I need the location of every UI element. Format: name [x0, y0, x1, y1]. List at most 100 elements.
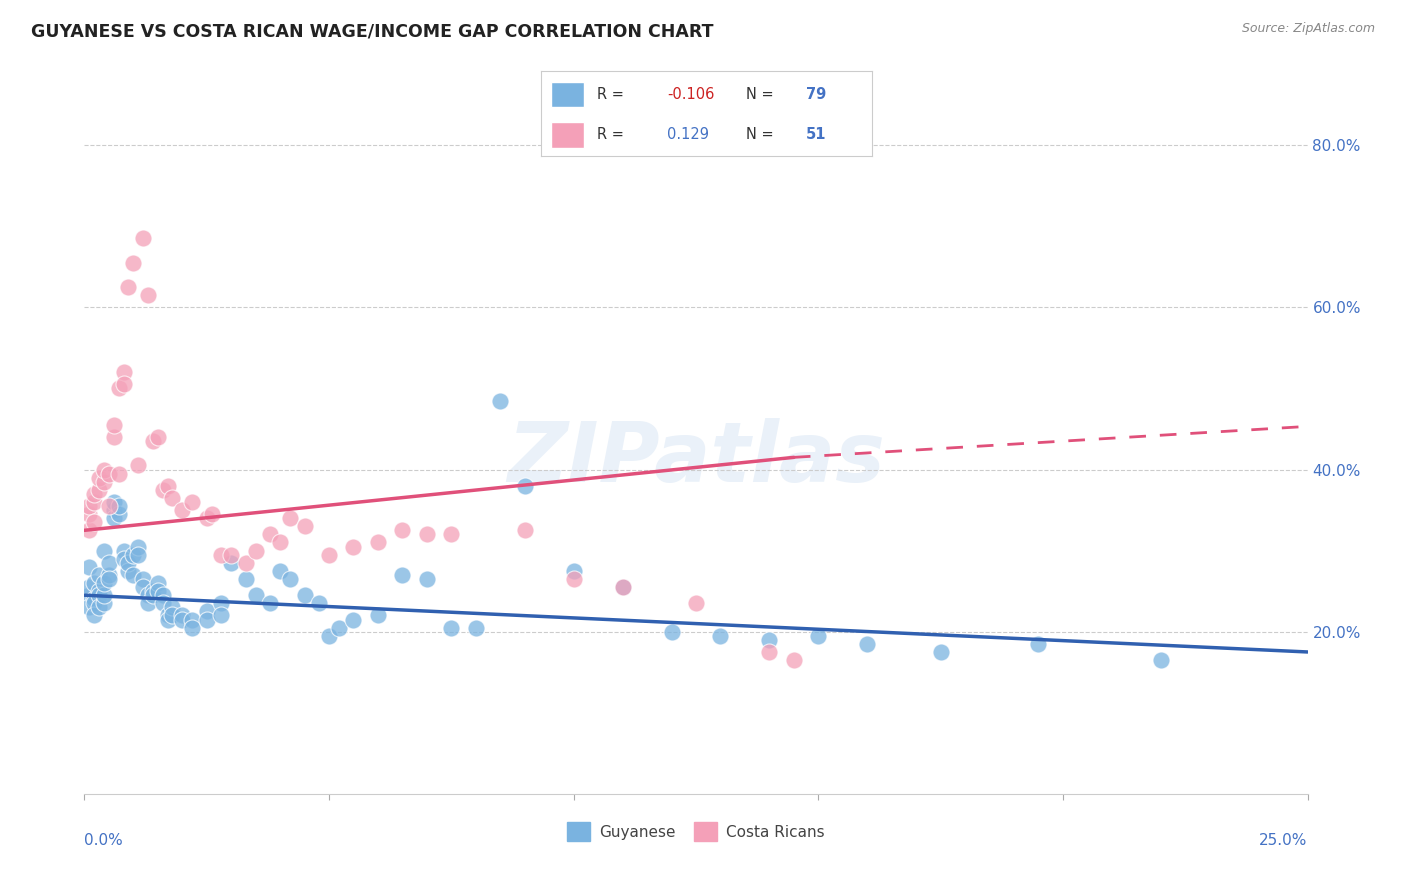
Point	[235, 572, 257, 586]
Point	[416, 527, 439, 541]
Point	[219, 556, 242, 570]
Text: Source: ZipAtlas.com: Source: ZipAtlas.com	[1241, 22, 1375, 36]
Text: N =: N =	[747, 87, 773, 102]
Point	[440, 621, 463, 635]
Point	[209, 548, 232, 562]
Point	[97, 572, 120, 586]
Point	[77, 524, 100, 538]
Point	[83, 576, 105, 591]
Point	[195, 613, 218, 627]
Point	[93, 576, 115, 591]
Point	[77, 559, 100, 574]
FancyBboxPatch shape	[551, 81, 585, 107]
Point	[562, 564, 585, 578]
Point	[122, 548, 145, 562]
Point	[245, 588, 267, 602]
Point	[93, 596, 115, 610]
Point	[807, 629, 830, 643]
Point	[513, 524, 536, 538]
Text: ZIPatlas: ZIPatlas	[508, 418, 884, 499]
Point	[367, 535, 389, 549]
Point	[136, 588, 159, 602]
Point	[612, 580, 634, 594]
Point	[209, 596, 232, 610]
Point	[77, 600, 100, 615]
Point	[97, 568, 120, 582]
Point	[112, 543, 135, 558]
Point	[103, 430, 125, 444]
Point	[172, 608, 194, 623]
Point	[146, 576, 169, 591]
Point	[294, 519, 316, 533]
Point	[132, 572, 155, 586]
Point	[87, 483, 110, 497]
Point	[77, 499, 100, 513]
Point	[294, 588, 316, 602]
Point	[856, 637, 879, 651]
Point	[278, 572, 301, 586]
Point	[83, 596, 105, 610]
Point	[709, 629, 731, 643]
Point	[87, 568, 110, 582]
Legend: Guyanese, Costa Ricans: Guyanese, Costa Ricans	[561, 816, 831, 847]
Point	[342, 540, 364, 554]
Point	[489, 393, 512, 408]
Point	[103, 511, 125, 525]
Point	[83, 495, 105, 509]
Point	[112, 551, 135, 566]
Point	[117, 280, 139, 294]
Point	[107, 467, 129, 481]
Point	[87, 584, 110, 599]
Point	[758, 632, 780, 647]
Point	[783, 653, 806, 667]
Text: R =: R =	[598, 128, 624, 143]
Point	[107, 381, 129, 395]
Point	[117, 564, 139, 578]
Point	[367, 608, 389, 623]
Text: 79: 79	[806, 87, 825, 102]
Point	[162, 491, 184, 505]
Point	[513, 479, 536, 493]
Point	[219, 548, 242, 562]
Point	[83, 608, 105, 623]
Point	[83, 515, 105, 529]
Point	[103, 503, 125, 517]
Point	[758, 645, 780, 659]
Point	[209, 608, 232, 623]
Point	[93, 588, 115, 602]
Point	[107, 499, 129, 513]
Point	[152, 596, 174, 610]
Point	[132, 231, 155, 245]
Text: 0.129: 0.129	[666, 128, 709, 143]
Point	[97, 556, 120, 570]
Text: 51: 51	[806, 128, 827, 143]
Point	[83, 592, 105, 607]
Point	[156, 608, 179, 623]
Point	[156, 613, 179, 627]
Point	[152, 483, 174, 497]
Point	[122, 256, 145, 270]
Point	[342, 613, 364, 627]
Point	[156, 479, 179, 493]
Point	[661, 624, 683, 639]
Point	[103, 417, 125, 432]
Point	[122, 568, 145, 582]
Point	[77, 580, 100, 594]
Point	[97, 467, 120, 481]
Point	[416, 572, 439, 586]
Point	[245, 543, 267, 558]
Point	[162, 608, 184, 623]
Point	[127, 540, 149, 554]
Point	[93, 543, 115, 558]
Point	[77, 507, 100, 521]
Point	[929, 645, 952, 659]
Point	[318, 629, 340, 643]
Point	[87, 588, 110, 602]
Text: 25.0%: 25.0%	[1260, 833, 1308, 848]
Point	[328, 621, 350, 635]
Point	[87, 600, 110, 615]
Point	[1150, 653, 1173, 667]
Point	[77, 588, 100, 602]
Point	[117, 556, 139, 570]
Point	[152, 588, 174, 602]
